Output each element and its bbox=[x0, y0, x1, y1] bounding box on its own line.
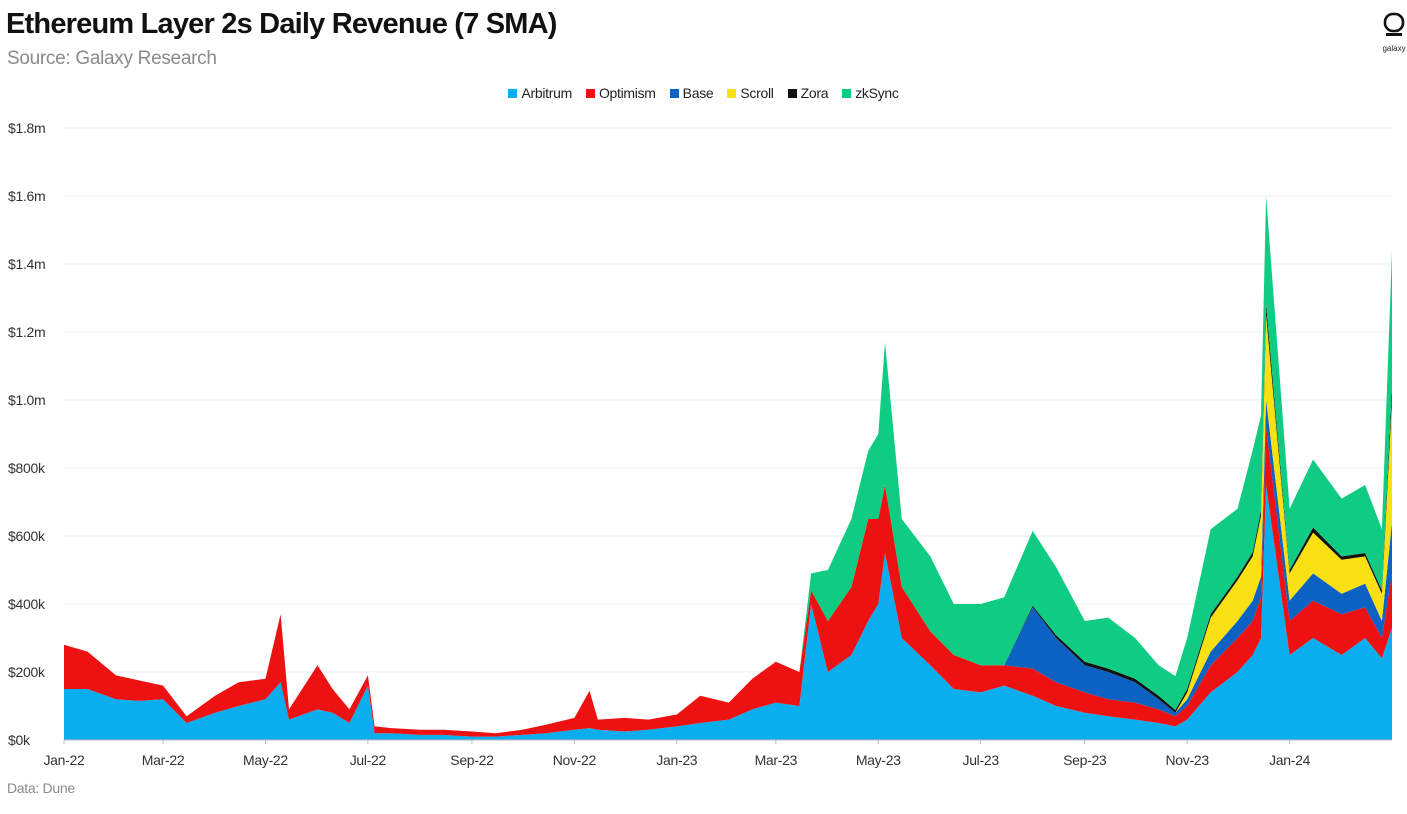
legend-label: Scroll bbox=[740, 85, 774, 101]
legend-swatch bbox=[787, 88, 797, 98]
logo-text: galaxy bbox=[1382, 44, 1406, 53]
legend-swatch bbox=[508, 88, 518, 98]
legend-item-base: Base bbox=[669, 85, 714, 101]
legend-item-zora: Zora bbox=[787, 85, 829, 101]
legend: Arbitrum Optimism Base Scroll Zora zkSync bbox=[0, 85, 1407, 101]
area-base bbox=[64, 400, 1392, 734]
legend-label: Arbitrum bbox=[521, 85, 572, 101]
data-source-footer: Data: Dune bbox=[7, 780, 75, 796]
x-tick-label: Mar-23 bbox=[755, 752, 798, 768]
galaxy-logo: galaxy bbox=[1378, 12, 1407, 53]
y-tick-label: $400k bbox=[8, 596, 46, 612]
x-tick-label: Jul-23 bbox=[963, 752, 1000, 768]
y-tick-label: $200k bbox=[8, 664, 46, 680]
legend-swatch bbox=[727, 88, 737, 98]
legend-label: Zora bbox=[800, 85, 829, 101]
y-tick-label: $1.2m bbox=[8, 324, 45, 340]
x-tick-label: Nov-22 bbox=[553, 752, 597, 768]
y-tick-label: $1.4m bbox=[8, 256, 45, 272]
x-tick-label: Nov-23 bbox=[1166, 752, 1210, 768]
y-tick-label: $1.6m bbox=[8, 188, 45, 204]
x-tick-label: May-22 bbox=[243, 752, 288, 768]
x-tick-label: Sep-22 bbox=[450, 752, 494, 768]
area-zksync bbox=[64, 196, 1392, 734]
x-tick-label: Jan-23 bbox=[656, 752, 698, 768]
y-tick-label: $1.8m bbox=[8, 120, 45, 136]
x-tick-label: Sep-23 bbox=[1063, 752, 1107, 768]
x-tick-label: Mar-22 bbox=[142, 752, 185, 768]
legend-label: Optimism bbox=[598, 85, 656, 101]
y-tick-label: $1.0m bbox=[8, 392, 45, 408]
x-tick-label: Jul-22 bbox=[350, 752, 387, 768]
legend-swatch bbox=[669, 88, 679, 98]
y-tick-label: $600k bbox=[8, 528, 46, 544]
chart-subtitle: Source: Galaxy Research bbox=[7, 48, 217, 69]
y-tick-label: $0k bbox=[8, 732, 31, 748]
legend-item-zksync: zkSync bbox=[842, 85, 899, 101]
legend-swatch bbox=[842, 88, 852, 98]
legend-label: zkSync bbox=[855, 85, 899, 101]
x-tick-label: Jan-22 bbox=[43, 752, 85, 768]
galaxy-logo-icon bbox=[1383, 12, 1405, 36]
y-tick-label: $800k bbox=[8, 460, 46, 476]
area-arbitrum bbox=[64, 485, 1392, 740]
legend-item-optimism: Optimism bbox=[585, 85, 656, 101]
legend-item-arbitrum: Arbitrum bbox=[508, 85, 572, 101]
x-tick-label: Jan-24 bbox=[1269, 752, 1311, 768]
chart-title: Ethereum Layer 2s Daily Revenue (7 SMA) bbox=[6, 8, 557, 40]
legend-swatch bbox=[585, 88, 595, 98]
legend-label: Base bbox=[682, 85, 714, 101]
x-tick-label: May-23 bbox=[856, 752, 901, 768]
legend-item-scroll: Scroll bbox=[727, 85, 774, 101]
